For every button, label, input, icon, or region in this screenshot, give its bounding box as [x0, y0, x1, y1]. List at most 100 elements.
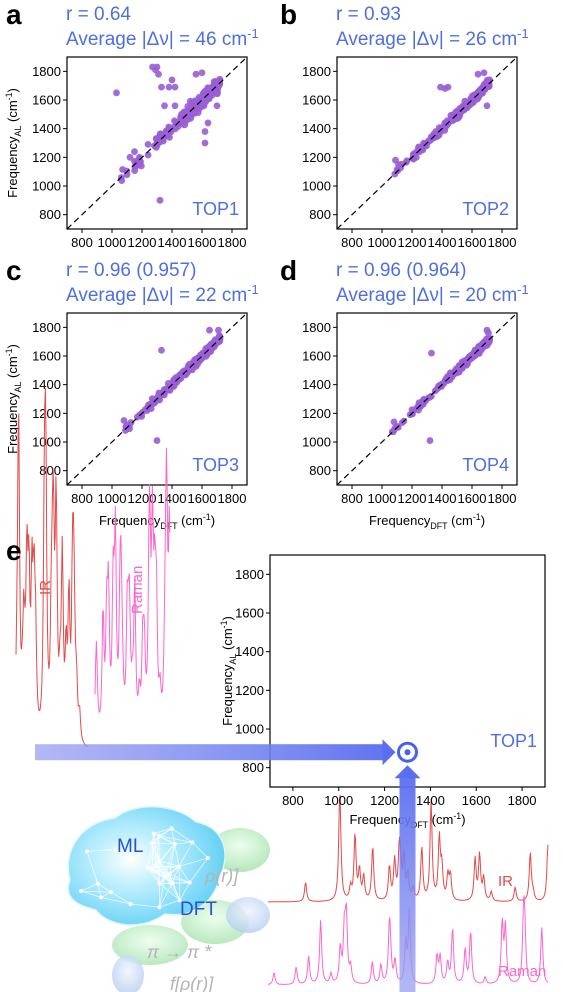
network-edge — [151, 842, 157, 867]
y-tick-label: 1200 — [302, 406, 331, 421]
network-edge — [192, 842, 209, 859]
data-point — [152, 66, 159, 74]
data-point — [171, 83, 179, 91]
dft-label: DFT — [180, 899, 217, 920]
y-axis-label-sub: AL — [13, 126, 23, 137]
y-tick-label: 800 — [309, 463, 331, 478]
network-edge — [151, 843, 154, 871]
data-point — [442, 376, 449, 384]
x-tick-label: 1400 — [428, 235, 457, 250]
average-shift-text: Average |Δν| = 26 cm-1 — [336, 26, 529, 50]
network-edge — [130, 903, 160, 908]
x-tick-label: 1000 — [98, 491, 127, 506]
y-tick-label: 1800 — [32, 64, 61, 79]
x-tick-label: 1600 — [188, 235, 217, 250]
network-edge — [81, 890, 112, 893]
network-node — [162, 874, 167, 879]
data-point — [480, 69, 488, 77]
y-axis-label: FrequencyAL (cm-1) — [4, 88, 23, 198]
y-axis-label-unit: (cm — [5, 100, 20, 125]
network-edge — [155, 866, 160, 884]
network-edge — [153, 828, 172, 835]
y-axis-label-sub: AL — [13, 382, 23, 393]
y-tick-label: 1400 — [235, 644, 264, 659]
x-tick-label: 1000 — [368, 491, 397, 506]
x-axis-label-end: ) — [461, 812, 465, 827]
correlation-text: r = 0.96 (0.957) — [66, 260, 196, 281]
y-tick-label: 1200 — [235, 683, 264, 698]
x-axis-label-end: ) — [481, 513, 485, 528]
network-node — [177, 864, 182, 869]
data-point — [485, 329, 492, 337]
network-node — [150, 841, 155, 846]
y-tick-label: 1400 — [32, 121, 61, 136]
network-node — [113, 847, 118, 852]
data-point — [206, 326, 213, 334]
x-tick-label: 1400 — [416, 793, 445, 808]
correlation-text: r = 0.96 (0.964) — [336, 260, 466, 281]
x-axis-label-unit: (cm — [448, 513, 473, 528]
network-edge — [159, 899, 180, 908]
horizontal-arrow-head — [382, 739, 396, 766]
network-node — [156, 833, 161, 838]
network-node — [190, 840, 195, 845]
x-axis-label-end: ) — [211, 513, 215, 528]
x-tick-label: 800 — [71, 235, 93, 250]
data-point — [126, 153, 134, 161]
data-point — [168, 76, 176, 84]
y-tick-label: 800 — [39, 207, 61, 222]
y-axis-label-main: Frequency — [5, 136, 20, 198]
y-tick-label: 1000 — [235, 722, 264, 737]
x-tick-label: 1200 — [128, 235, 157, 250]
data-point — [158, 83, 165, 91]
average-shift-main: Average |Δν| = 22 cm — [66, 285, 247, 306]
mapping-arrows — [35, 739, 421, 992]
plot-area — [337, 313, 517, 485]
y-tick-label: 1800 — [302, 320, 331, 335]
y-axis-label-end: ) — [5, 344, 20, 348]
network-edge — [171, 828, 176, 845]
network-edge — [169, 843, 176, 875]
y-tick-label: 1800 — [235, 567, 264, 582]
data-point — [482, 79, 490, 87]
average-shift-main: Average |Δν| = 20 cm — [336, 285, 517, 306]
data-point — [173, 119, 181, 126]
data-point — [204, 119, 212, 127]
network-edge — [174, 841, 193, 845]
horizontal-arrow-bar — [35, 744, 383, 761]
density-formula: ρ(r)] — [204, 866, 239, 886]
panel-letter: e — [6, 535, 22, 566]
network-edge — [147, 860, 160, 868]
x-tick-label: 1400 — [158, 235, 187, 250]
highlight-point — [404, 749, 411, 756]
data-point — [191, 109, 199, 117]
y-tick-label: 800 — [39, 463, 61, 478]
data-point — [166, 133, 173, 141]
y-tick-label: 1400 — [302, 121, 331, 136]
network-node — [187, 880, 192, 885]
data-point — [185, 108, 193, 115]
x-tick-label: 1600 — [188, 491, 217, 506]
panel-e: IR Raman IR Raman ML DFT ρ(r)] π → π * f[ρ(r)]… — [6, 388, 549, 992]
x-tick-label: 800 — [341, 491, 363, 506]
average-shift-main: Average |Δν| = 26 cm — [336, 29, 517, 50]
data-point — [158, 346, 165, 354]
network-edge — [80, 890, 102, 898]
y-axis-label-unit: (cm — [5, 356, 20, 381]
network-node — [169, 826, 174, 831]
identity-line — [67, 313, 247, 485]
data-point — [442, 120, 450, 127]
data-point — [202, 347, 210, 355]
network-node — [151, 831, 156, 836]
average-shift-text: Average |Δν| = 46 cm-1 — [66, 26, 259, 50]
y-tick-label: 1800 — [302, 64, 331, 79]
network-edge — [171, 828, 193, 843]
y-axis-label: FrequencyAL (cm-1) — [219, 616, 238, 726]
average-shift-sup: -1 — [517, 282, 529, 297]
data-point — [161, 102, 168, 110]
x-tick-label: 1400 — [428, 491, 457, 506]
average-shift-text: Average |Δν| = 20 cm-1 — [336, 282, 529, 306]
y-tick-label: 1600 — [302, 93, 331, 108]
x-tick-label: 1200 — [370, 793, 399, 808]
network-edge — [169, 873, 190, 884]
